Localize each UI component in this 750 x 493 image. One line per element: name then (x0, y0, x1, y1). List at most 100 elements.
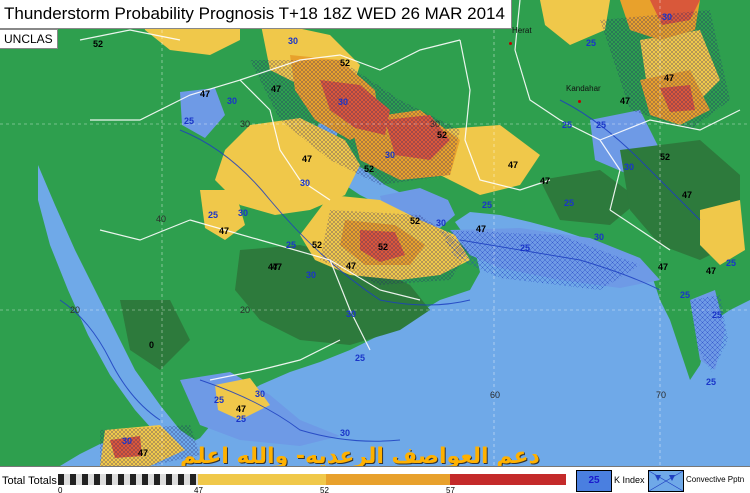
contour-label: 25 (236, 414, 247, 424)
contour-label: 30 (288, 36, 299, 46)
lon-60-label: 60 (490, 390, 501, 400)
contour-label: 47 (138, 448, 149, 458)
contour-label: 25 (355, 353, 366, 363)
legend-bar: Total Totals 0 47 52 57 25 K Index Conve… (0, 466, 750, 493)
contour-label: 30 (594, 232, 605, 242)
convective-pptn-label: Convective Pptn (686, 475, 745, 484)
country-borders (79, 0, 741, 381)
k30-region (540, 170, 640, 225)
contour-label: 47 (200, 89, 211, 99)
contour-label: 30 (238, 208, 249, 218)
contour-label: 47 (620, 96, 631, 106)
contour-label: 52 (410, 216, 421, 226)
contour-label: 47 (476, 224, 487, 234)
triangle-icon (649, 471, 683, 491)
k47-region (200, 190, 245, 240)
contour-label: 25 (726, 258, 737, 268)
contour-label: 30 (255, 389, 266, 399)
lon-40-label: 40 (156, 214, 167, 224)
lat-30-west-label: 30 (240, 119, 251, 129)
lon-70-label: 70 (656, 390, 667, 400)
classification-label: UNCLAS (0, 29, 58, 49)
contour-label: 25 (564, 198, 575, 208)
convective-hatch (320, 210, 470, 285)
arabic-watermark: دعم العواصف الرعديه- والله اعلم (180, 444, 540, 469)
legend-tick: 47 (194, 486, 203, 493)
contour-label: 30 (346, 309, 357, 319)
k30-region (235, 245, 430, 345)
contour-lines (59, 99, 701, 442)
grid-lines (0, 0, 750, 466)
legend-tick: 52 (320, 486, 329, 493)
map-title: Thunderstorm Probability Prognosis T+18 … (0, 0, 512, 29)
legend-title: Total Totals (2, 475, 57, 487)
legend-tick: 0 (58, 486, 63, 493)
contour-label: 25 (586, 38, 597, 48)
contour-label: 47 (272, 262, 283, 272)
contour-label: 25 (596, 120, 607, 130)
legend-tick: 57 (446, 486, 455, 493)
convective-hatch (250, 60, 460, 185)
herat-label: Herat (512, 26, 532, 35)
contour-label: 30 (385, 150, 396, 160)
map-canvas (0, 0, 750, 466)
contour-label: 52 (660, 152, 671, 162)
k47-region (700, 200, 745, 265)
contour-label: 30 (340, 428, 351, 438)
contour-label: 47 (236, 404, 247, 414)
k47-region (540, 0, 610, 45)
contour-label: 25 (184, 116, 195, 126)
contour-label: 30 (122, 436, 133, 446)
contour-label: 25 (208, 210, 219, 220)
kandahar-label: Kandahar (566, 84, 601, 93)
contour-label: 25 (520, 243, 531, 253)
contour-label: 25 (286, 240, 297, 250)
k-index-swatch: 25 (576, 470, 612, 492)
contour-label: 47 (508, 160, 519, 170)
lat-20-west-label: 20 (70, 305, 81, 315)
contour-label: 47 (268, 262, 279, 272)
contour-label: 52 (364, 164, 375, 174)
contour-label: 30 (338, 97, 349, 107)
kandahar-marker (578, 100, 581, 103)
contour-label: 0 (149, 340, 155, 350)
contour-label: 52 (93, 39, 104, 49)
contour-label: 30 (306, 270, 317, 280)
k47-region (215, 378, 270, 420)
contour-label: 52 (340, 58, 351, 68)
contour-label: 25 (680, 290, 691, 300)
contour-label: 47 (682, 190, 693, 200)
contour-label: 25 (482, 200, 493, 210)
convective-hatch (100, 425, 200, 466)
contour-label: 52 (437, 130, 448, 140)
contour-label: 47 (658, 262, 669, 272)
contour-label: 52 (378, 242, 389, 252)
contour-label: 30 (662, 12, 673, 22)
contour-label: 25 (214, 395, 225, 405)
convective-pptn-swatch (648, 470, 684, 492)
contour-label: 25 (706, 377, 717, 387)
contour-label: 30 (624, 162, 635, 172)
k30-region (120, 300, 190, 370)
lat-30-east-label: 30 (430, 119, 441, 129)
convective-hatch (600, 10, 730, 130)
contour-label: 47 (664, 73, 675, 83)
herat-marker (509, 42, 512, 45)
contour-label: 47 (706, 266, 717, 276)
contour-label: 30 (227, 96, 238, 106)
contour-label: 30 (436, 218, 447, 228)
contour-label: 47 (271, 84, 282, 94)
convective-hatch (690, 295, 728, 372)
contour-label: 25 (712, 310, 723, 320)
contour-label: 47 (346, 261, 357, 271)
contour-label: 25 (562, 120, 573, 130)
k-index-label: K Index (614, 475, 645, 485)
contour-label: 47 (219, 226, 230, 236)
contour-label: 30 (300, 178, 311, 188)
lat-20-east-label: 20 (240, 305, 251, 315)
total-totals-scale (58, 474, 566, 485)
contour-label: 52 (312, 240, 323, 250)
contour-label: 47 (302, 154, 313, 164)
k25-region (180, 88, 225, 138)
